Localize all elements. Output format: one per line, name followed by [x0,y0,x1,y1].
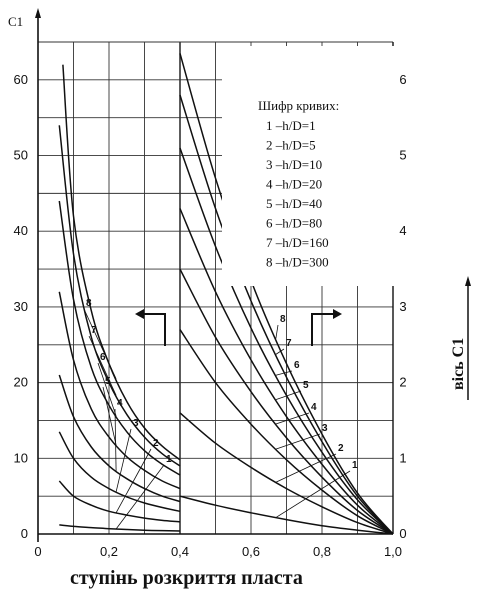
curve-left-1 [59,524,181,532]
curve-labels: 1234567812345678 [83,298,358,530]
curve-label-leader-right [275,453,337,483]
right-axis-label: вісь C1 [450,338,467,390]
legend-entry-4: 4 –h/D=20 [266,177,322,192]
curve-label-left-8: 8 [86,298,92,309]
legend-entry-5: 5 –h/D=40 [266,196,322,211]
y-left-tick-label: 0 [21,526,28,541]
curve-label-left-2: 2 [153,438,159,449]
y-right-tick-label: 5 [399,148,406,163]
curve-left-3 [58,431,181,513]
curve-left-7 [58,125,181,467]
y-left-tick-label: 40 [14,223,28,238]
legend: 1 –h/D=1 2 –h/D=5 3 –h/D=10 4 –h/D=20 5 –h/D… [266,118,329,270]
left-axis-label: C1 [8,14,23,29]
curve-label-leader-left [102,386,117,446]
curve-label-left-6: 6 [100,352,106,363]
curve-right-6 [179,147,394,535]
curve-label-right-8: 8 [280,314,286,325]
left-axis-marker [142,313,166,346]
y-left-tick-label: 60 [14,72,28,87]
curve-left-5 [58,291,181,490]
y-right-tick-label: 4 [399,223,406,238]
curve-right-8 [179,53,394,535]
curve-label-leader-right [275,412,310,425]
curve-label-leader-right [275,370,293,376]
left-axis-marker-arrowhead [135,309,144,319]
curve-label-leader-right [275,348,285,355]
curve-label-right-1: 1 [352,460,358,471]
y-right-tick-label: 1 [399,450,406,465]
y-right-tick-label: 6 [399,72,406,87]
legend-entry-8: 8 –h/D=300 [266,255,329,270]
right-axis-marker-arrowhead [333,309,342,319]
curve-label-right-5: 5 [303,380,309,391]
x-tick-label: 0,2 [100,544,118,559]
x-tick-label: 0,4 [171,544,189,559]
curve-label-leader-left [88,335,117,396]
curve-label-leader-left [83,308,117,379]
left-axis-arrowhead [35,8,41,18]
y-left-tick-label: 50 [14,148,28,163]
curve-label-left-1: 1 [166,454,172,465]
x-tick-label: 0 [34,544,41,559]
curve-label-left-4: 4 [117,398,123,409]
legend-entry-3: 3 –h/D=10 [266,157,322,172]
y-right-tick-label: 0 [399,526,406,541]
curve-right-4 [179,268,394,535]
right-axis-marker [311,313,335,346]
x-tick-label: 0,6 [242,544,260,559]
legend-entry-6: 6 –h/D=80 [266,216,322,231]
curve-label-leader-left [115,448,152,513]
curves [58,53,394,535]
curve-label-leader-right [275,470,351,518]
curve-left-4 [58,374,181,503]
curve-label-right-6: 6 [294,360,300,371]
y-left-tick-label: 20 [14,375,28,390]
legend-entry-2: 2 –h/D=5 [266,138,316,153]
legend-entry-1: 1 –h/D=1 [266,118,316,133]
curve-label-leader-left [97,362,117,417]
x-axis-label: ступінь розкриття пласта [70,567,303,589]
right-axis-arrowhead [465,276,471,286]
y-left-tick-label: 10 [14,450,28,465]
curve-left-2 [58,480,181,523]
curve-label-right-3: 3 [322,423,328,434]
curve-label-left-5: 5 [105,376,111,387]
x-tick-label: 1,0 [384,544,402,559]
curve-label-leader-right [275,433,321,450]
curve-label-leader-left [114,408,117,472]
curve-label-leader-right [275,390,302,401]
curve-label-left-3: 3 [133,418,139,429]
legend-entry-7: 7 –h/D=160 [266,235,329,250]
curve-right-5 [179,208,394,535]
curve-label-right-7: 7 [286,338,292,349]
curve-label-right-4: 4 [311,402,317,413]
legend-background [222,46,394,286]
x-tick-label: 0,8 [313,544,331,559]
curve-right-3 [179,329,394,535]
y-right-tick-label: 2 [399,375,406,390]
curve-label-leader-left [115,428,132,493]
curve-left-6 [58,200,181,476]
curve-right-7 [179,94,394,535]
legend-title: Шифр кривих: [258,98,339,113]
y-left-tick-label: 30 [14,299,28,314]
curve-label-right-2: 2 [338,443,344,454]
curve-label-leader-right [275,324,279,339]
curve-right-1 [179,495,394,535]
curve-right-2 [179,412,394,535]
curve-label-leader-left [115,464,165,530]
y-right-tick-label: 3 [399,299,406,314]
